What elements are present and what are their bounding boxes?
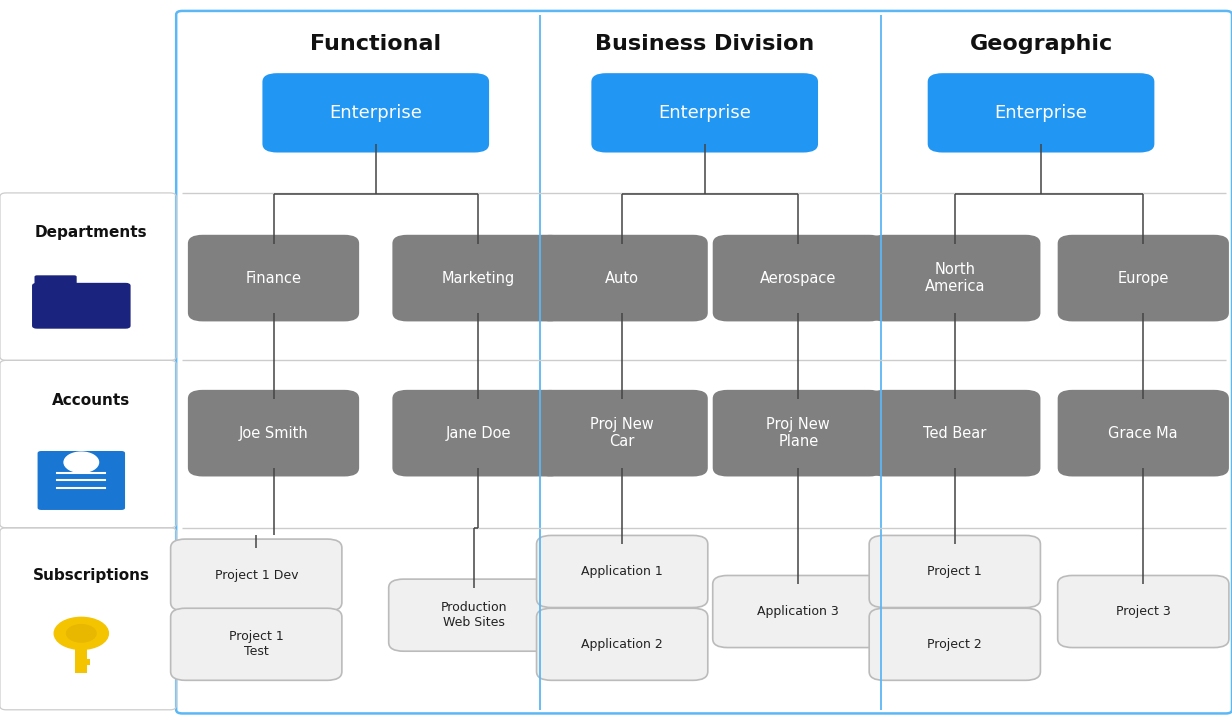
FancyBboxPatch shape: [75, 668, 87, 673]
Text: Jane Doe: Jane Doe: [445, 426, 511, 440]
FancyBboxPatch shape: [928, 73, 1154, 152]
Text: Production
Web Sites: Production Web Sites: [441, 601, 508, 629]
Text: Auto: Auto: [605, 271, 639, 285]
FancyBboxPatch shape: [870, 390, 1040, 476]
FancyBboxPatch shape: [712, 575, 885, 648]
FancyBboxPatch shape: [262, 73, 489, 152]
Text: Ted Bear: Ted Bear: [923, 426, 987, 440]
Text: Project 1: Project 1: [928, 565, 982, 578]
FancyBboxPatch shape: [712, 390, 885, 476]
FancyBboxPatch shape: [870, 536, 1040, 607]
Circle shape: [67, 625, 96, 642]
FancyBboxPatch shape: [537, 536, 707, 607]
Circle shape: [54, 617, 108, 649]
FancyBboxPatch shape: [34, 275, 76, 291]
FancyBboxPatch shape: [1057, 234, 1230, 321]
Text: Marketing: Marketing: [441, 271, 515, 285]
FancyBboxPatch shape: [591, 73, 818, 152]
Text: Aerospace: Aerospace: [760, 271, 837, 285]
Text: Accounts: Accounts: [52, 393, 131, 408]
Text: Functional: Functional: [310, 33, 441, 54]
Text: Project 1 Dev: Project 1 Dev: [214, 569, 298, 582]
FancyBboxPatch shape: [75, 659, 90, 665]
Text: Application 1: Application 1: [582, 565, 663, 578]
Text: Application 3: Application 3: [758, 605, 839, 618]
FancyBboxPatch shape: [870, 608, 1040, 680]
Text: Joe Smith: Joe Smith: [239, 426, 308, 440]
FancyBboxPatch shape: [187, 390, 360, 476]
FancyBboxPatch shape: [75, 626, 87, 670]
FancyBboxPatch shape: [32, 282, 131, 329]
Text: Departments: Departments: [34, 226, 148, 240]
FancyBboxPatch shape: [870, 234, 1040, 321]
Text: Project 3: Project 3: [1116, 605, 1170, 618]
Text: Application 2: Application 2: [582, 638, 663, 651]
FancyBboxPatch shape: [170, 539, 341, 612]
Text: Enterprise: Enterprise: [329, 104, 423, 122]
Text: Subscriptions: Subscriptions: [33, 568, 149, 582]
Text: Business Division: Business Division: [595, 33, 814, 54]
FancyBboxPatch shape: [712, 234, 885, 321]
FancyBboxPatch shape: [537, 608, 707, 680]
Text: Project 1
Test: Project 1 Test: [229, 630, 283, 658]
Text: Grace Ma: Grace Ma: [1109, 426, 1178, 440]
FancyBboxPatch shape: [389, 579, 561, 651]
FancyBboxPatch shape: [187, 234, 360, 321]
FancyBboxPatch shape: [170, 608, 341, 680]
Text: Geographic: Geographic: [970, 33, 1112, 54]
Circle shape: [64, 452, 99, 472]
FancyBboxPatch shape: [1057, 390, 1230, 476]
FancyBboxPatch shape: [1057, 575, 1230, 648]
Text: North
America: North America: [924, 262, 986, 294]
FancyBboxPatch shape: [537, 234, 707, 321]
FancyBboxPatch shape: [392, 390, 564, 476]
FancyBboxPatch shape: [392, 234, 564, 321]
Text: Proj New
Plane: Proj New Plane: [766, 417, 830, 449]
FancyBboxPatch shape: [537, 390, 707, 476]
FancyBboxPatch shape: [38, 451, 126, 510]
Text: Proj New
Car: Proj New Car: [590, 417, 654, 449]
Text: Enterprise: Enterprise: [658, 104, 752, 122]
Text: Europe: Europe: [1117, 271, 1169, 285]
Text: Project 2: Project 2: [928, 638, 982, 651]
Text: Finance: Finance: [245, 271, 302, 285]
Text: Enterprise: Enterprise: [994, 104, 1088, 122]
